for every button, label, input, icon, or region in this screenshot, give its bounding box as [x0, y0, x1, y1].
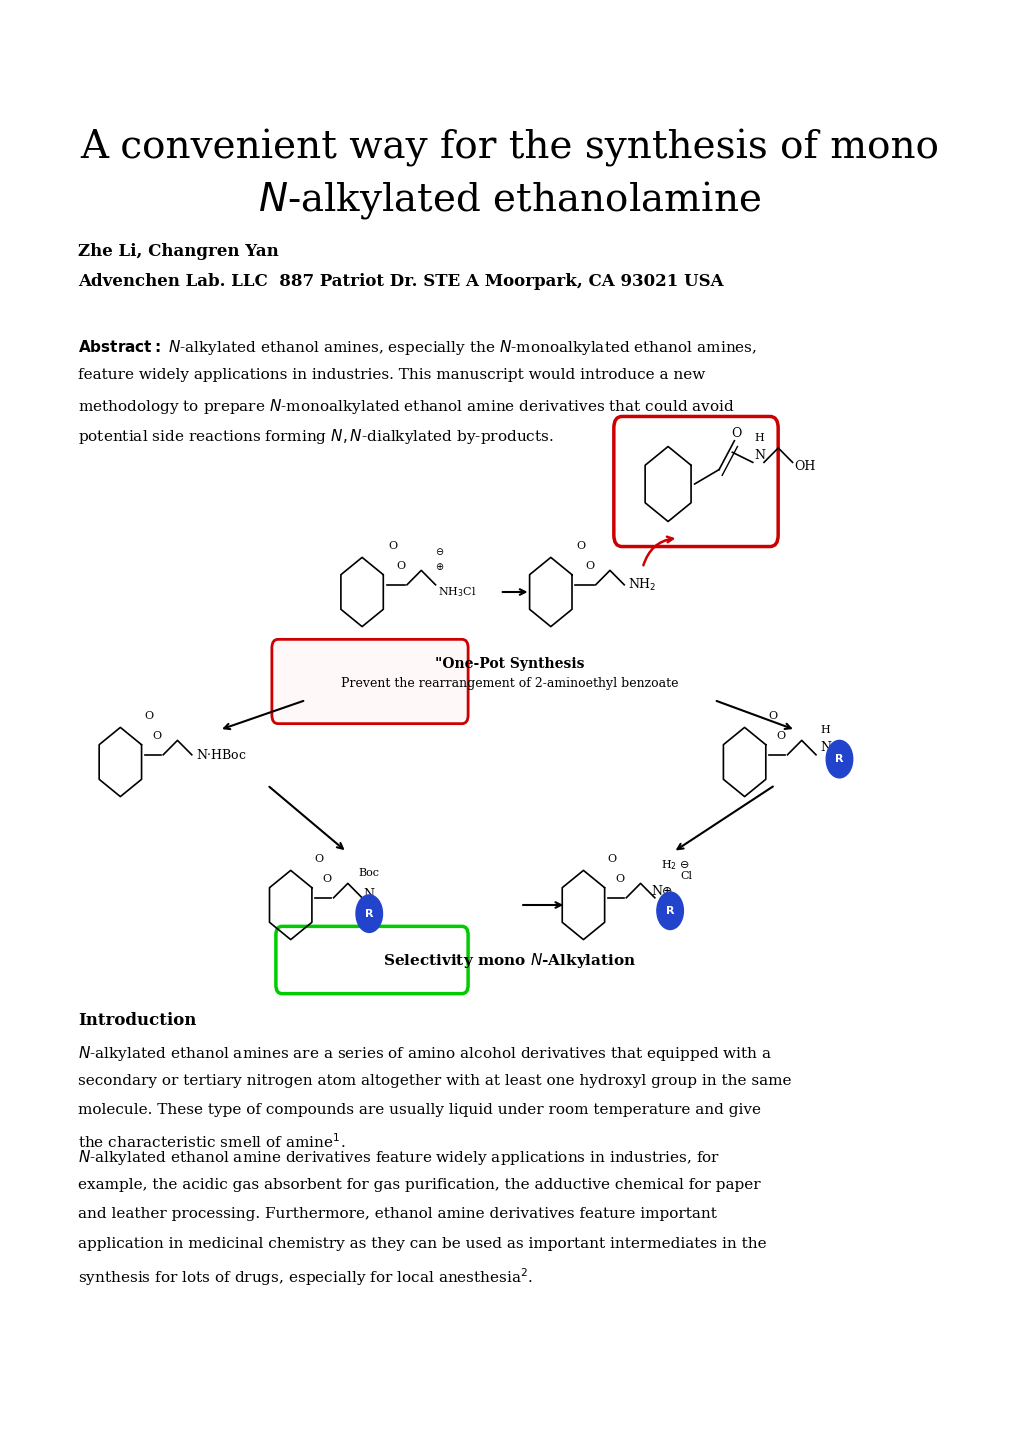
Text: $\mathbf{Abstract:}$ $\it{N}$-alkylated ethanol amines, especially the $\it{N}$-: $\mathbf{Abstract:}$ $\it{N}$-alkylated …	[77, 337, 756, 358]
Text: Selectivity mono $\it{N}$-Alkylation: Selectivity mono $\it{N}$-Alkylation	[383, 950, 636, 969]
Text: R: R	[665, 906, 674, 916]
Text: $\it{N}$-alkylated ethanol amine derivatives feature widely applications in indu: $\it{N}$-alkylated ethanol amine derivat…	[77, 1148, 719, 1167]
Text: the characteristic smell of amine$^1$.: the characteristic smell of amine$^1$.	[77, 1132, 345, 1151]
Text: O: O	[153, 731, 161, 741]
Circle shape	[356, 895, 382, 933]
Text: H$_2$ $\ominus$: H$_2$ $\ominus$	[660, 858, 689, 871]
Text: secondary or tertiary nitrogen atom altogether with at least one hydroxyl group : secondary or tertiary nitrogen atom alto…	[77, 1073, 791, 1087]
Circle shape	[656, 893, 683, 930]
Text: O: O	[577, 541, 585, 551]
Text: Zhe Li, Changren Yan: Zhe Li, Changren Yan	[77, 244, 278, 261]
Text: NH$_2$: NH$_2$	[628, 577, 656, 593]
Text: "One-Pot Synthesis: "One-Pot Synthesis	[435, 658, 584, 671]
Text: Cl: Cl	[680, 871, 692, 881]
Text: O: O	[323, 874, 331, 884]
Text: H: H	[754, 433, 764, 443]
Text: $\ominus$: $\ominus$	[434, 547, 444, 557]
Text: O: O	[776, 731, 785, 741]
Text: A convenient way for the synthesis of mono: A convenient way for the synthesis of mo…	[81, 128, 938, 167]
Text: $\oplus$: $\oplus$	[434, 561, 444, 571]
Text: O: O	[607, 854, 615, 864]
Text: N: N	[754, 448, 765, 461]
Text: Advenchen Lab. LLC  887 Patriot Dr. STE A Moorpark, CA 93021 USA: Advenchen Lab. LLC 887 Patriot Dr. STE A…	[77, 274, 722, 290]
Text: $\it{N}$-alkylated ethanolamine: $\it{N}$-alkylated ethanolamine	[258, 179, 761, 221]
Text: O: O	[388, 541, 396, 551]
FancyBboxPatch shape	[613, 417, 777, 547]
Text: R: R	[365, 908, 373, 919]
Text: application in medicinal chemistry as they can be used as important intermediate: application in medicinal chemistry as th…	[77, 1237, 766, 1250]
Text: methodology to prepare $\it{N}$-monoalkylated ethanol amine derivatives that cou: methodology to prepare $\it{N}$-monoalky…	[77, 397, 734, 417]
Text: example, the acidic gas absorbent for gas purification, the adductive chemical f: example, the acidic gas absorbent for ga…	[77, 1178, 760, 1191]
Circle shape	[825, 740, 852, 777]
Text: N: N	[819, 741, 830, 754]
Text: NH$_3$Cl: NH$_3$Cl	[437, 585, 476, 598]
Text: O: O	[615, 874, 624, 884]
Text: O: O	[145, 711, 153, 721]
Text: N$\cdot$HBoc: N$\cdot$HBoc	[196, 748, 247, 761]
Text: feature widely applications in industries. This manuscript would introduce a new: feature widely applications in industrie…	[77, 368, 704, 382]
FancyBboxPatch shape	[272, 639, 468, 724]
Text: R: R	[835, 754, 843, 764]
FancyBboxPatch shape	[275, 926, 468, 994]
Text: O: O	[315, 854, 323, 864]
Text: Introduction: Introduction	[77, 1012, 197, 1030]
Text: O: O	[585, 561, 593, 571]
Text: H: H	[819, 725, 829, 735]
Text: OH: OH	[794, 460, 815, 473]
Text: O: O	[396, 561, 405, 571]
Text: synthesis for lots of drugs, especially for local anesthesia$^2$.: synthesis for lots of drugs, especially …	[77, 1266, 533, 1288]
Text: N$\oplus$: N$\oplus$	[650, 884, 673, 897]
Text: O: O	[768, 711, 776, 721]
Text: potential side reactions forming $\it{N,N}$-dialkylated by-products.: potential side reactions forming $\it{N,…	[77, 427, 553, 446]
Text: molecule. These type of compounds are usually liquid under room temperature and : molecule. These type of compounds are us…	[77, 1103, 760, 1118]
Text: N: N	[364, 888, 374, 901]
Text: Prevent the rearrangement of 2-aminoethyl benzoate: Prevent the rearrangement of 2-aminoethy…	[341, 678, 678, 691]
Text: O: O	[731, 427, 741, 440]
Text: Boc: Boc	[359, 868, 379, 878]
Text: and leather processing. Furthermore, ethanol amine derivatives feature important: and leather processing. Furthermore, eth…	[77, 1207, 716, 1221]
Text: $\it{N}$-alkylated ethanol amines are a series of amino alcohol derivatives that: $\it{N}$-alkylated ethanol amines are a …	[77, 1044, 771, 1063]
